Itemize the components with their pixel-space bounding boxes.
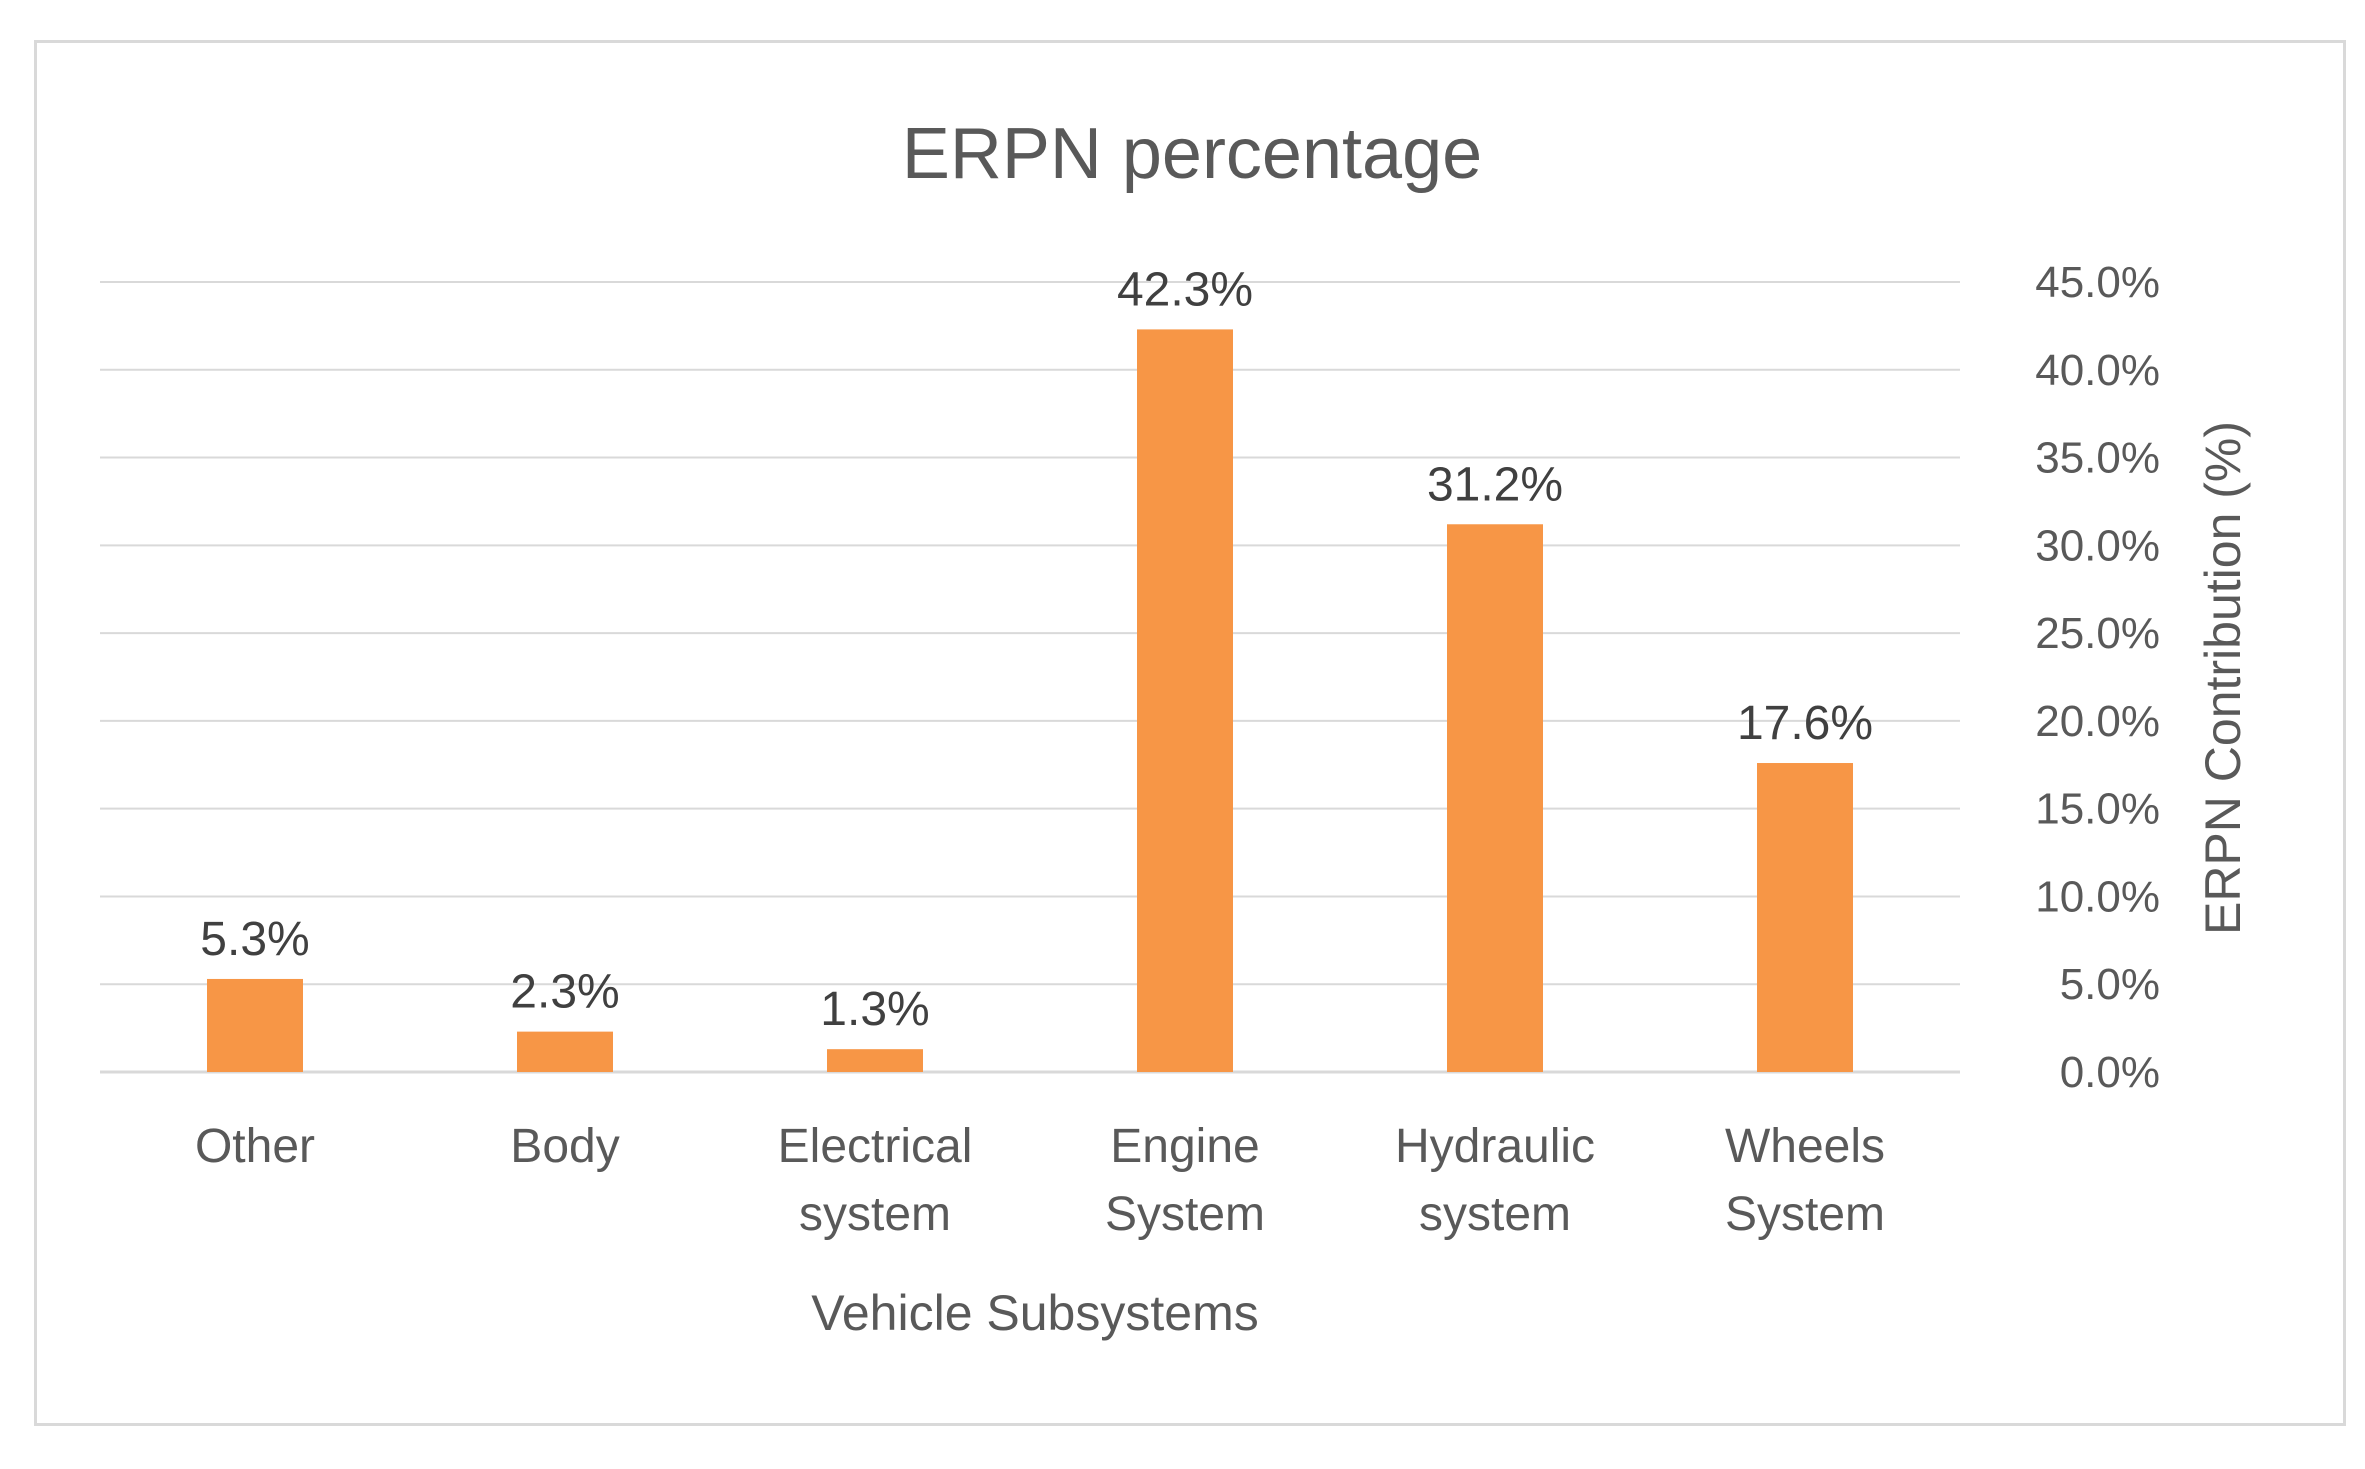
bar [517,1031,613,1072]
y-tick-label: 45.0% [2035,258,2160,307]
y-tick-label: 25.0% [2035,609,2160,658]
gridlines [100,281,1960,1074]
data-label: 2.3% [510,966,619,1019]
x-category-label: Wheels System [1725,1120,1885,1241]
data-label: 17.6% [1737,697,1873,750]
bar [1757,763,1853,1072]
data-label: 5.3% [200,913,309,966]
y-tick-label: 10.0% [2035,872,2160,921]
data-label: 42.3% [1117,263,1253,316]
data-labels: 5.3% 2.3% 1.3% 42.3% 31.2% 17.6% [200,263,1873,1036]
y-tick-label: 20.0% [2035,697,2160,746]
bar [827,1049,923,1072]
y-tick-label: 30.0% [2035,521,2160,570]
bars [207,329,1853,1072]
x-category-label: Electrical system [778,1120,973,1241]
chart-title: ERPN percentage [902,114,1482,194]
y-tick-label: 35.0% [2035,434,2160,483]
y-tick-label: 40.0% [2035,346,2160,395]
x-axis-label: Vehicle Subsystems [811,1285,1258,1341]
x-category-label: Body [510,1120,619,1173]
bar [1137,329,1233,1072]
x-category-label: Other [195,1120,315,1173]
x-category-label: Hydraulic system [1395,1120,1595,1241]
x-category-label: Engine System [1105,1120,1265,1241]
data-label: 1.3% [820,983,929,1036]
y-axis-ticks: 0.0% 5.0% 10.0% 15.0% 20.0% 25.0% 30.0% 35.0% 40… [2035,258,2160,1097]
bar [207,978,303,1072]
y-axis-label: ERPN Contribution (%) [2195,421,2251,935]
y-tick-label: 15.0% [2035,785,2160,834]
x-axis-categories: Other Body Electrical system Engine System Hyd… [195,1120,1885,1241]
y-tick-label: 5.0% [2060,960,2160,1009]
data-label: 31.2% [1427,458,1563,511]
y-tick-label: 0.0% [2060,1048,2160,1097]
bar [1447,524,1543,1072]
